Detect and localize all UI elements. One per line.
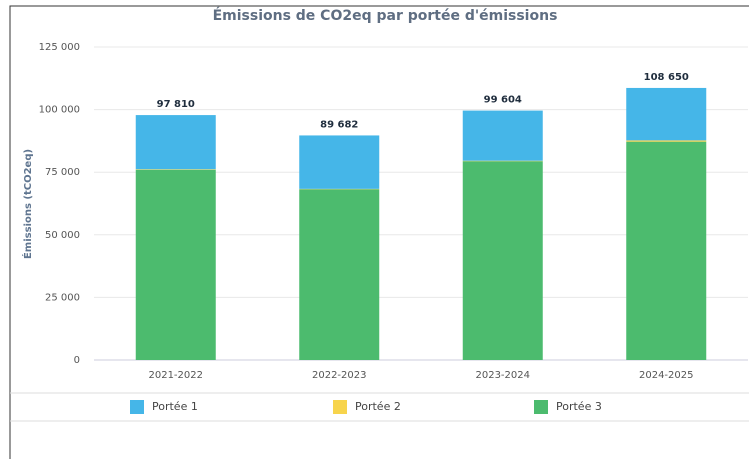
total-label: 97 810 — [157, 99, 195, 110]
bar-segment — [462, 110, 543, 161]
total-label: 108 650 — [644, 72, 689, 83]
bar-segment — [626, 87, 707, 141]
legend-label[interactable]: Portée 3 — [556, 400, 602, 413]
total-label: 99 604 — [484, 95, 522, 106]
y-tick-label: 0 — [74, 355, 80, 366]
chart-title: Émissions de CO2eq par portée d'émission… — [213, 7, 558, 24]
bar-segment — [626, 140, 707, 142]
x-tick-label: 2022-2023 — [312, 370, 367, 381]
legend-label[interactable]: Portée 2 — [355, 400, 401, 413]
bar-segment — [135, 115, 216, 170]
y-tick-label: 50 000 — [45, 230, 80, 241]
bar-segment — [135, 169, 216, 170]
x-tick-label: 2021-2022 — [148, 370, 203, 381]
y-tick-label: 25 000 — [45, 292, 80, 303]
legend-swatch[interactable] — [534, 400, 548, 414]
y-tick-label: 75 000 — [45, 167, 80, 178]
frame — [9, 5, 749, 459]
bar-segment — [462, 161, 543, 360]
legend-swatch[interactable] — [130, 400, 144, 414]
legend-label[interactable]: Portée 1 — [152, 400, 198, 413]
y-tick-label: 125 000 — [39, 42, 80, 53]
bar-segment — [299, 189, 380, 360]
x-tick-label: 2024-2025 — [639, 370, 694, 381]
y-axis-label: Émissions (tCO2eq) — [21, 149, 34, 259]
legend-swatch[interactable] — [333, 400, 347, 414]
x-tick-label: 2023-2024 — [475, 370, 530, 381]
bar-segment — [299, 135, 380, 189]
bar-segment — [135, 169, 216, 360]
total-label: 89 682 — [320, 119, 358, 130]
y-tick-label: 100 000 — [39, 105, 80, 116]
bar-segment — [626, 141, 707, 360]
